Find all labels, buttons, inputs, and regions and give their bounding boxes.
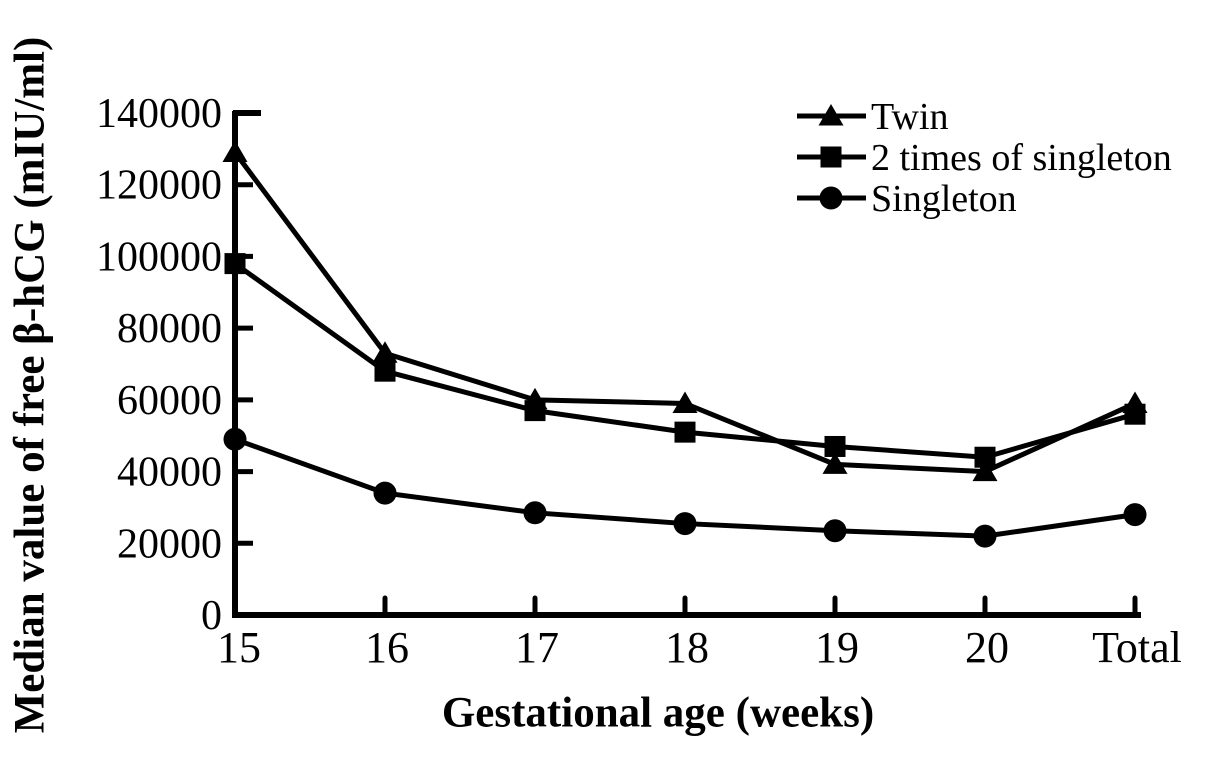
square-marker: [524, 400, 546, 422]
series-twin: [222, 140, 1148, 482]
legend-label: Twin: [871, 96, 949, 138]
y-tick-label: 120000: [96, 163, 222, 209]
circle-marker: [1123, 503, 1147, 527]
circle-marker: [673, 512, 697, 536]
triangle-marker: [818, 104, 844, 126]
legend-item-2-times-of-singleton: 2 times of singleton: [797, 137, 1172, 179]
y-tick-label: 80000: [117, 306, 222, 352]
legend-item-twin: Twin: [797, 96, 949, 138]
legend-label: Singleton: [871, 178, 1017, 220]
x-tick-label: 18: [665, 623, 709, 672]
circle-marker: [973, 524, 997, 548]
y-tick-label: 40000: [117, 450, 222, 496]
y-tick-label: 20000: [117, 521, 222, 567]
triangle-marker: [372, 341, 398, 363]
triangle-marker: [972, 459, 998, 482]
series-singleton: [223, 427, 1147, 548]
square-marker: [824, 435, 846, 457]
x-tick-label: Total: [1092, 623, 1182, 672]
square-marker: [224, 253, 246, 275]
x-tick-label: 17: [515, 623, 559, 672]
axes: 0 20000 40000 60000 80000 100000 120000 140000 1…: [96, 91, 1182, 672]
y-tick-label: 60000: [117, 378, 222, 424]
y-tick-label: 100000: [96, 234, 222, 280]
x-axis-title: Gestational age (weeks): [441, 689, 875, 737]
x-tick-label: 16: [365, 623, 409, 672]
square-marker: [974, 446, 996, 468]
triangle-marker: [222, 140, 248, 162]
triangle-marker: [672, 391, 698, 413]
x-tick-label: 20: [965, 623, 1009, 672]
circle-marker: [223, 427, 247, 451]
legend-item-singleton: Singleton: [797, 178, 1017, 220]
circle-marker: [373, 481, 397, 505]
circle-marker: [819, 186, 843, 210]
series-2-times-of-singleton: [224, 253, 1146, 468]
legend-label: 2 times of singleton: [871, 137, 1172, 179]
circle-marker: [823, 519, 847, 543]
circle-marker: [523, 501, 547, 525]
triangle-marker: [822, 452, 848, 474]
y-tick-label: 0: [201, 593, 222, 639]
x-tick-label: 19: [815, 623, 859, 672]
x-tick-label: 15: [217, 623, 261, 672]
y-tick-label: 140000: [96, 91, 222, 137]
square-marker: [374, 360, 396, 382]
square-marker: [674, 421, 696, 443]
square-marker: [820, 146, 842, 168]
square-marker: [1124, 403, 1146, 425]
y-axis-title: Median value of free β-hCG (mIU/ml): [6, 36, 54, 734]
